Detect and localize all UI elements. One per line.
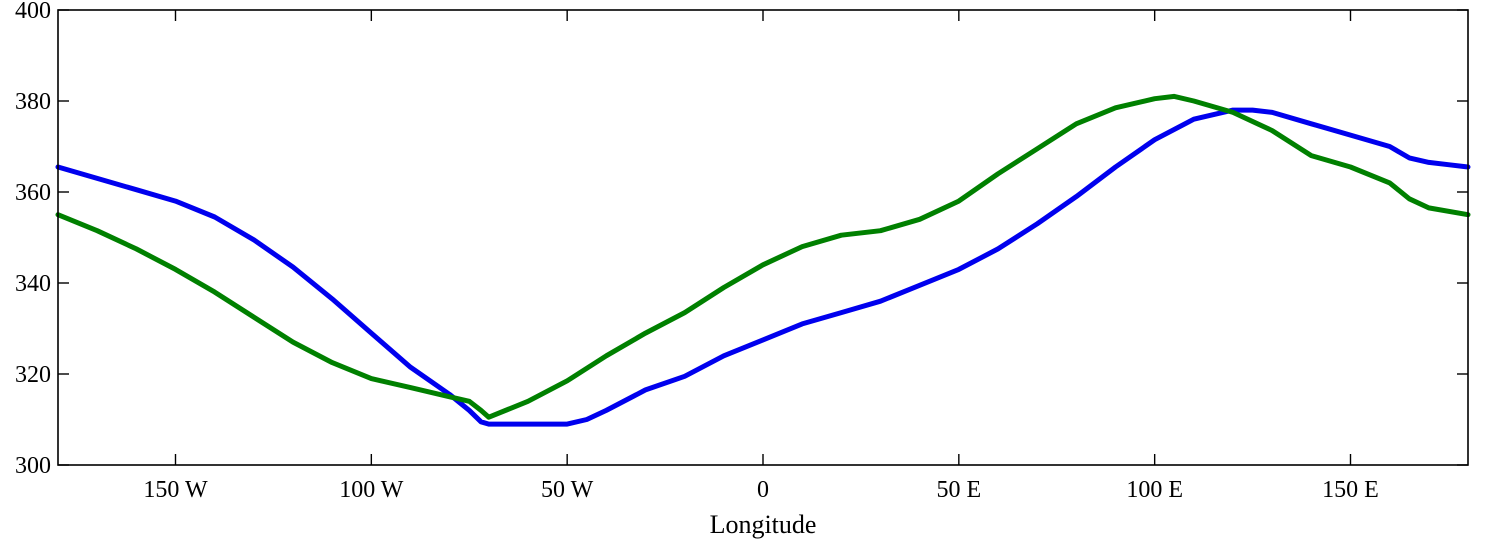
y-tick-label: 340 [15,271,51,297]
x-axis-title: Longitude [710,510,817,539]
y-tick-label: 400 [15,0,51,24]
series-line-1 [55,107,1471,427]
x-tick-label: 100 W [339,477,404,503]
x-tick-label: 0 [757,477,769,503]
y-tick-label: 380 [15,89,51,115]
y-tick-label: 360 [15,180,51,206]
x-tick-label: 150 E [1322,477,1379,503]
x-tick-label: 50 E [936,477,981,503]
x-tick-label: 50 W [541,477,594,503]
series-layer [55,93,1471,427]
y-tick-label: 320 [15,362,51,388]
x-tick-label: 150 W [143,477,208,503]
series-line-2 [55,93,1471,420]
y-tick-label: 300 [15,453,51,479]
tick-labels: 150 W 100 W 50 W 0 50 E 100 E 150 E 300 320 340 36… [15,0,1379,503]
plot-frame [57,9,1469,466]
ticks-layer [58,9,1468,466]
x-tick-label: 100 E [1126,477,1183,503]
